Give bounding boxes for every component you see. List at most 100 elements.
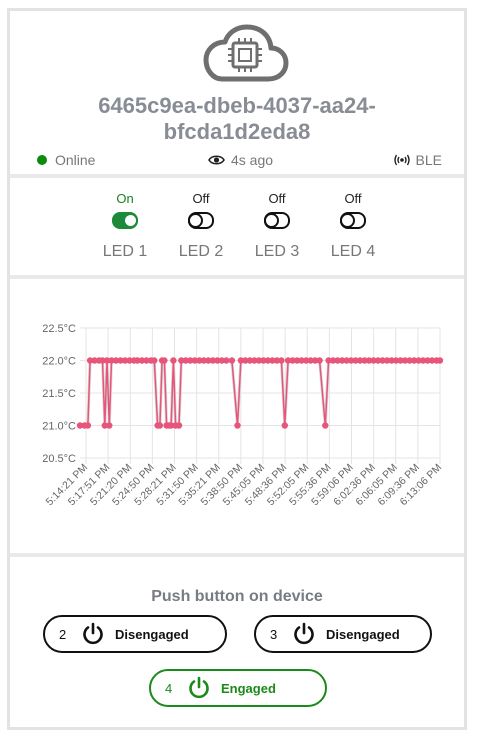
data-point [255,357,263,364]
data-point [182,357,189,364]
data-point [343,357,350,364]
power-icon [294,622,314,645]
data-point [156,422,164,429]
led-2-toggle[interactable] [188,212,214,229]
data-point [361,357,368,364]
data-point [151,357,158,364]
data-point [214,357,221,364]
push-button-number: 3 [270,626,278,642]
online-dot-icon [37,155,47,165]
led-1-state: On [116,191,134,206]
device-card: 6465c9ea-dbeb-4037-aa24- bfcda1d2eda8 On… [7,8,467,730]
data-point [228,357,236,364]
led-3-state: Off [268,191,286,206]
device-id-line2: bfcda1d2eda8 [163,119,311,144]
connection-label: BLE [415,152,442,168]
last-seen: 4s ago [208,152,273,168]
data-point [356,357,364,364]
data-point [302,357,310,364]
data-point [161,357,168,364]
data-point [334,357,341,364]
data-point [329,357,337,364]
data-point [307,357,314,364]
data-point [205,357,212,364]
eye-icon [208,155,225,165]
data-point [76,422,84,429]
data-point [84,422,92,429]
data-point [428,357,436,364]
data-point [379,357,386,364]
data-point [388,357,395,364]
power-icon [83,622,103,645]
data-point [281,422,288,429]
data-point [322,422,329,429]
data-point [108,357,115,364]
data-point [138,357,146,364]
y-tick-label: 22.0°C [42,356,76,368]
cloud-chip-icon [203,24,289,82]
data-point [178,357,185,364]
data-point [269,357,276,364]
data-point [106,422,113,429]
data-point [237,357,245,364]
online-label: Online [55,152,96,168]
data-point [273,357,281,364]
data-point [167,422,175,429]
data-point [370,357,377,364]
data-point [401,357,409,364]
data-point [325,357,332,364]
led-1: On LED 1 [95,191,155,261]
data-point [311,357,319,364]
y-tick-label: 21.5°C [42,388,76,400]
divider [10,275,464,279]
data-point [419,357,427,364]
led-4-label: LED 4 [330,243,376,260]
data-point [112,357,120,364]
data-point [242,357,249,364]
divider [10,553,464,557]
data-point [264,357,272,364]
push-button-4[interactable]: 4 Engaged [149,669,327,707]
data-point [316,357,323,364]
data-point [103,357,111,364]
data-point [392,357,400,364]
led-3-label: LED 3 [254,243,300,260]
data-point [289,357,296,364]
data-point [424,357,431,364]
data-point [196,357,203,364]
y-tick-label: 22.5°C [42,323,76,335]
data-point [209,357,216,364]
data-point [200,357,207,364]
push-button-number: 2 [59,626,67,642]
data-point [99,357,106,364]
data-point [126,357,133,364]
data-point [410,357,418,364]
led-4: Off LED 4 [323,191,383,261]
push-button-2[interactable]: 2 Disengaged [43,615,227,653]
data-point [293,357,301,364]
led-1-toggle[interactable] [112,212,138,229]
device-id: 6465c9ea-dbeb-4037-aa24- bfcda1d2eda8 [10,93,464,145]
push-button-state: Disengaged [115,626,189,642]
data-point [218,357,225,364]
ble-icon [393,154,410,166]
data-point [86,357,94,364]
push-button-3[interactable]: 3 Disengaged [254,615,432,653]
temperature-chart: 22.5°C22.0°C21.5°C21.0°C20.5°C5:14:21 PM… [42,323,444,508]
data-point [338,357,346,364]
data-point [284,357,292,364]
push-button-state: Disengaged [326,626,400,642]
data-point [223,357,230,364]
data-point [406,357,413,364]
data-point [246,357,254,364]
y-tick-label: 21.0°C [42,421,76,433]
data-point [191,357,198,364]
led-4-toggle[interactable] [340,212,366,229]
data-point [352,357,359,364]
data-point [436,357,444,364]
push-button-number: 4 [165,680,173,696]
last-seen-label: 4s ago [231,152,274,168]
led-3-toggle[interactable] [264,212,290,229]
data-point [251,357,258,364]
divider [10,174,464,178]
